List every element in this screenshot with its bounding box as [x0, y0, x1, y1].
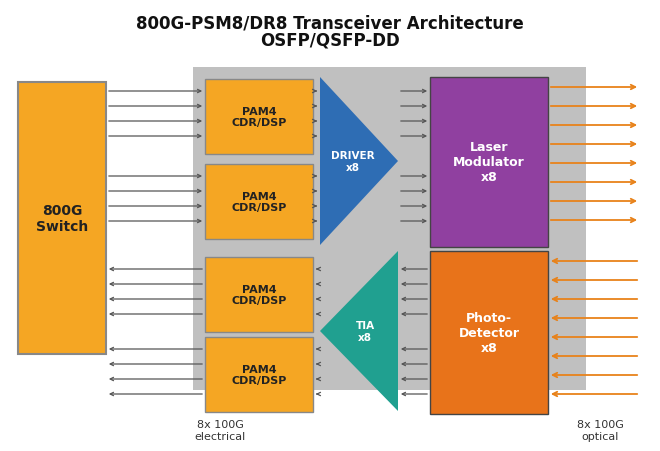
- Text: PAM4
CDR/DSP: PAM4 CDR/DSP: [231, 284, 286, 306]
- Bar: [193, 68, 586, 390]
- Bar: [430, 78, 548, 248]
- Text: 800G-PSM8/DR8 Transceiver Architecture: 800G-PSM8/DR8 Transceiver Architecture: [136, 14, 524, 32]
- Bar: [205, 337, 313, 412]
- Text: PAM4
CDR/DSP: PAM4 CDR/DSP: [231, 106, 286, 128]
- Text: Laser
Modulator
x8: Laser Modulator x8: [453, 141, 525, 184]
- Text: Photo-
Detector
x8: Photo- Detector x8: [459, 311, 519, 354]
- Text: PAM4
CDR/DSP: PAM4 CDR/DSP: [231, 364, 286, 386]
- Bar: [18, 83, 106, 354]
- Text: 8x 100G
electrical: 8x 100G electrical: [195, 419, 246, 441]
- Text: PAM4
CDR/DSP: PAM4 CDR/DSP: [231, 191, 286, 213]
- Bar: [430, 252, 548, 414]
- Text: TIA
x8: TIA x8: [356, 321, 375, 342]
- Bar: [205, 258, 313, 332]
- Text: 8x 100G
optical: 8x 100G optical: [577, 419, 624, 441]
- Bar: [205, 80, 313, 155]
- Text: DRIVER
x8: DRIVER x8: [331, 151, 375, 172]
- Text: 800G
Switch: 800G Switch: [36, 203, 88, 234]
- Text: OSFP/QSFP-DD: OSFP/QSFP-DD: [260, 32, 400, 50]
- Polygon shape: [320, 252, 398, 411]
- Polygon shape: [320, 78, 398, 245]
- Bar: [205, 165, 313, 239]
